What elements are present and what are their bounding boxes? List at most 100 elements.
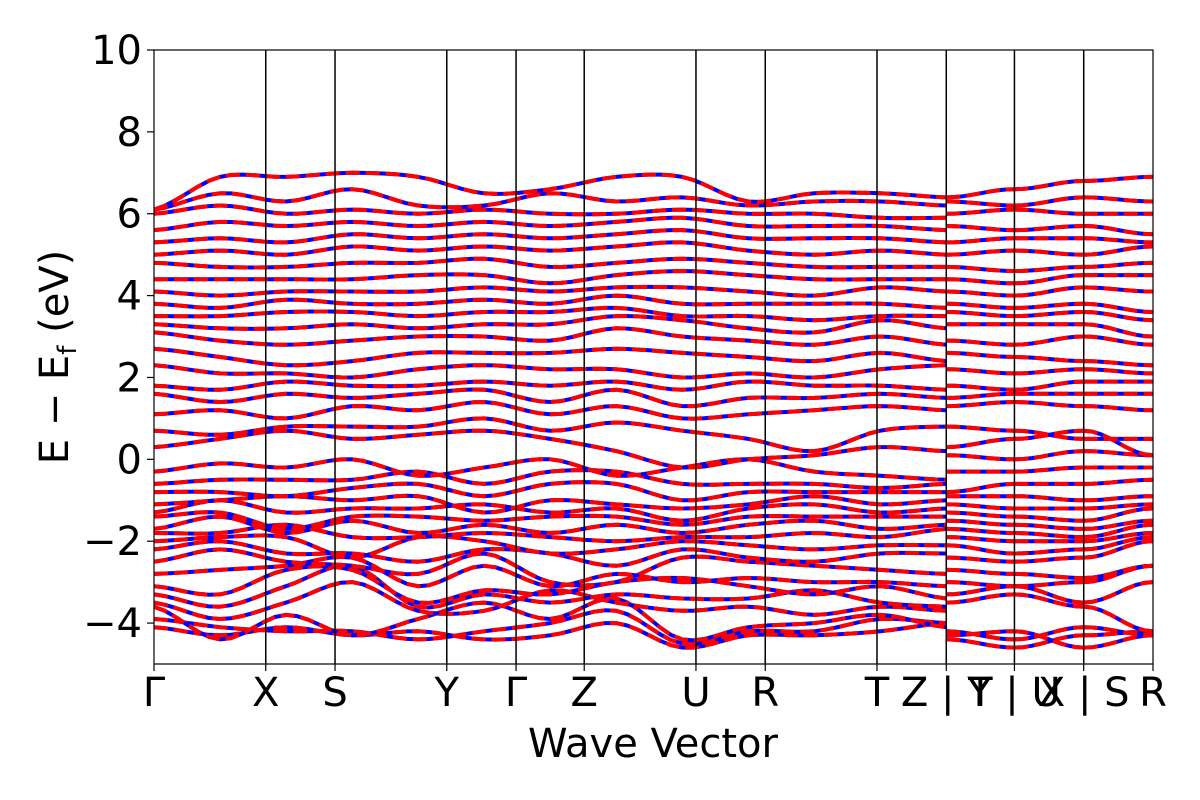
band-line-red <box>1083 539 1154 560</box>
x-axis-label: Wave Vector <box>528 721 779 767</box>
band-line-red <box>946 248 1015 257</box>
band-line-red <box>946 567 1015 576</box>
band-line-red <box>1014 179 1084 192</box>
y-tick-label: 4 <box>117 274 142 320</box>
band-line-red <box>946 400 1015 409</box>
band-line-red <box>1014 355 1084 364</box>
band-line-red <box>1014 555 1084 564</box>
x-tick-label: U <box>681 670 710 716</box>
band-line-red <box>153 547 947 588</box>
band-line-red <box>1014 494 1084 503</box>
y-tick-label: 2 <box>117 355 142 401</box>
band-line-red <box>1014 580 1084 589</box>
band-line-red <box>153 522 947 544</box>
band-line-red <box>1083 580 1154 605</box>
y-tick-label: −4 <box>83 601 142 647</box>
band-line-red <box>1083 322 1154 339</box>
band-line-blue <box>153 293 947 310</box>
band-line-red <box>153 596 947 643</box>
band-line-red <box>154 305 947 323</box>
band-line-blue <box>153 416 947 454</box>
x-tick-label: Z | Y <box>901 670 992 716</box>
band-line-red <box>1014 592 1084 609</box>
band-line-red <box>153 416 947 454</box>
k-path-lines <box>264 50 1085 664</box>
band-line-red <box>946 207 1015 216</box>
band-line-red <box>153 326 947 347</box>
band-line-red <box>946 301 1015 310</box>
band-line-red <box>1014 379 1084 392</box>
band-line-red <box>153 228 947 245</box>
band-line-red <box>1014 428 1084 441</box>
band-line-blue <box>153 240 947 257</box>
band-line-red <box>153 187 947 212</box>
y-axis: −4 −2 0 2 4 6 8 10 <box>83 28 154 647</box>
band-line-red <box>1083 428 1154 458</box>
band-line-red <box>1083 174 1154 183</box>
y-axis-label-unit: (eV) <box>32 250 78 346</box>
x-tick-label: T <box>864 670 890 716</box>
band-line-red <box>153 293 947 310</box>
band-line-red <box>153 400 947 421</box>
band-line-red <box>946 535 1015 544</box>
band-line-red <box>1083 224 1154 237</box>
band-line-red <box>946 637 1015 650</box>
band-line-red <box>1014 428 1084 441</box>
x-tick-label: Y <box>434 670 460 716</box>
band-line-red <box>1083 502 1154 511</box>
x-tick-label: R <box>1139 670 1167 716</box>
band-line-red <box>946 543 1015 556</box>
band-line-red <box>1014 285 1084 298</box>
y-tick-label: 6 <box>117 192 142 238</box>
band-line-red <box>1083 506 1154 523</box>
band-line-red <box>1014 195 1084 208</box>
band-line-red <box>946 391 1015 400</box>
band-line-red <box>153 379 947 392</box>
band-line-blue <box>153 379 947 392</box>
band-line-red <box>153 621 947 650</box>
band-line-red <box>1083 236 1154 245</box>
band-line-red <box>1014 207 1084 216</box>
band-line-red <box>946 383 1015 392</box>
band-line-red <box>946 555 1015 564</box>
band-line-red <box>946 289 1015 298</box>
band-line-red <box>1014 334 1084 347</box>
band-line-red <box>1014 571 1084 580</box>
band-line-red <box>1083 195 1154 204</box>
band-line-red <box>153 215 947 233</box>
band-line-red <box>946 310 1015 319</box>
band-line-red <box>153 256 947 270</box>
band-line-red <box>946 592 1015 605</box>
x-tick-label: Z <box>571 670 598 716</box>
y-tick-label: 0 <box>117 437 142 483</box>
band-line-blue <box>153 215 947 233</box>
x-tick-label: X | S <box>1038 670 1130 716</box>
band-line-red <box>153 284 947 298</box>
x-tick-label: X <box>252 670 279 716</box>
band-line-red <box>946 502 1015 511</box>
band-line-red <box>1014 449 1084 462</box>
band-line-red <box>153 170 947 212</box>
y-axis-label-main: E − E <box>32 355 78 465</box>
band-line-red <box>153 468 947 490</box>
band-line-blue <box>153 203 947 221</box>
band-line-red <box>153 608 947 646</box>
band-line-red <box>1014 629 1084 650</box>
band-line-red <box>1083 260 1154 269</box>
band-line-red <box>153 564 947 605</box>
band-line-blue <box>153 256 947 270</box>
band-line-red <box>1014 400 1084 409</box>
band-line-red <box>153 563 947 610</box>
band-line-red <box>153 580 947 621</box>
band-line-red <box>153 514 947 535</box>
band-line-red <box>946 224 1015 233</box>
band-line-blue <box>153 346 947 368</box>
y-axis-label: E − Ef (eV) <box>32 250 83 465</box>
band-line-red <box>1083 522 1154 540</box>
band-line-red <box>946 629 1015 638</box>
plot-frame <box>153 49 1154 665</box>
band-line-red <box>946 367 1015 376</box>
band-line-red <box>1083 494 1154 503</box>
band-line-red <box>1014 531 1084 540</box>
band-line-red <box>1083 244 1154 257</box>
